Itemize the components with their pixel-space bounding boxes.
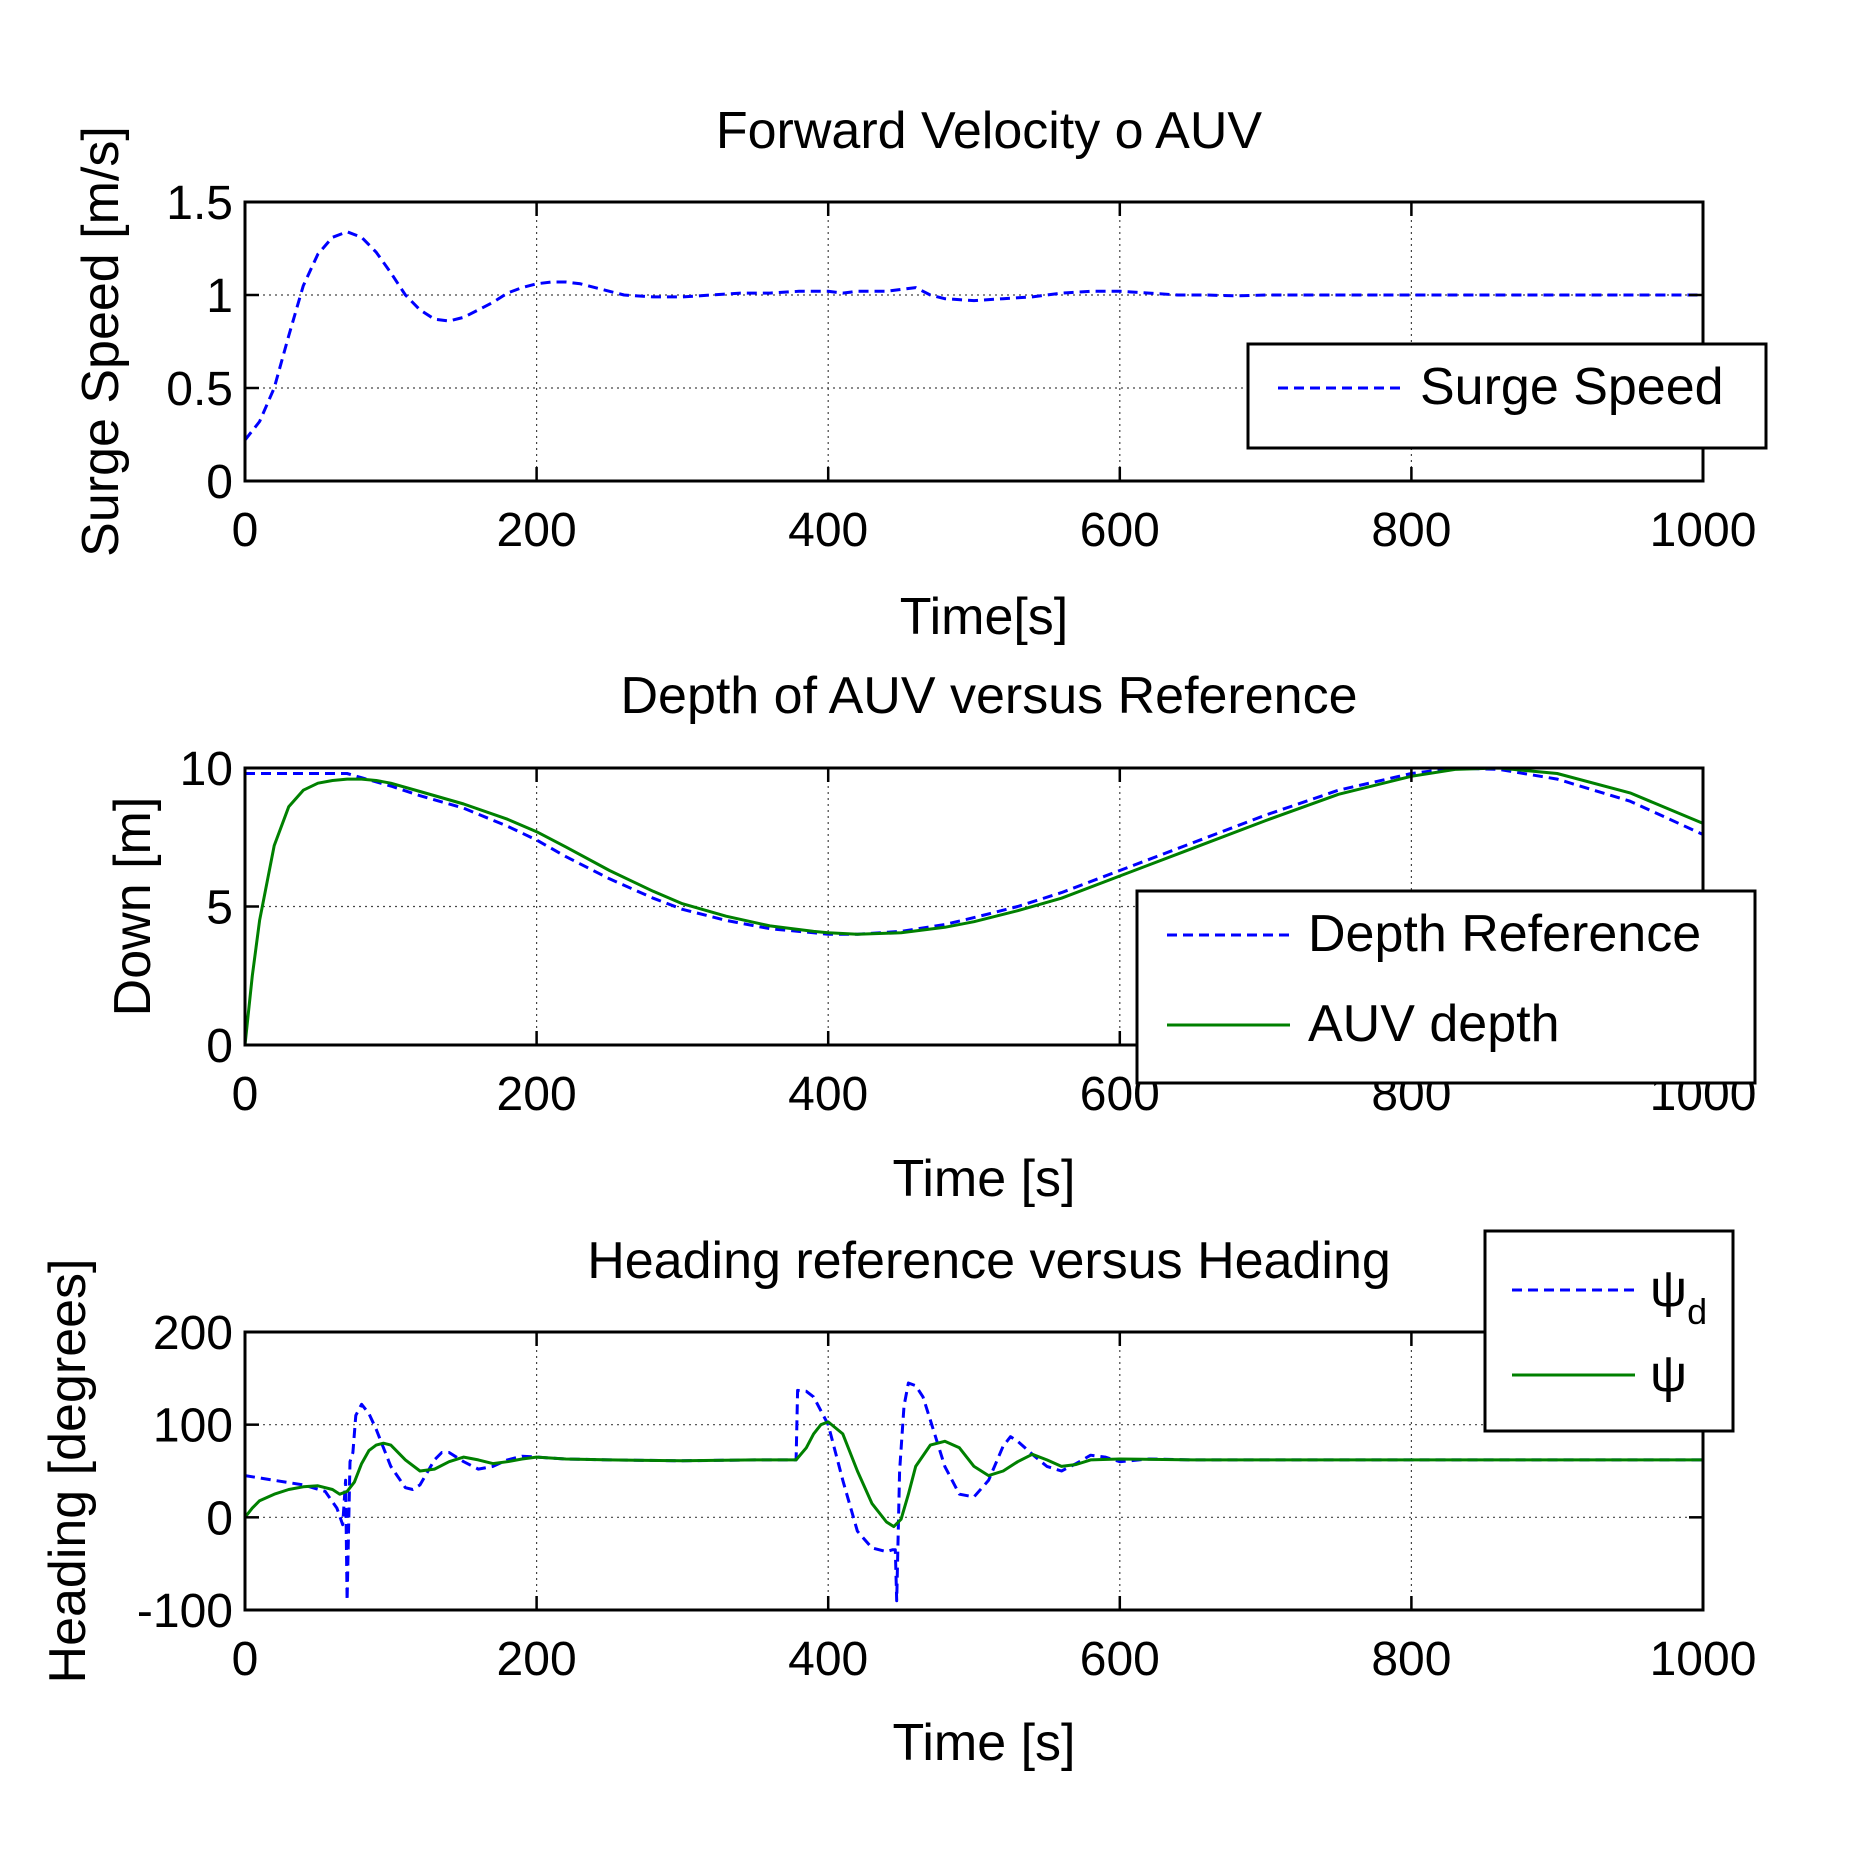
x-tick-label: 0: [232, 504, 259, 557]
y-tick-label: 10: [180, 743, 233, 796]
legend: Surge Speed: [1246, 342, 1768, 450]
y-tick-label: 5: [206, 882, 233, 935]
y-tick-label: 0: [206, 456, 233, 509]
legend-label-2: ψ: [1650, 1345, 1687, 1403]
chart-title: Forward Velocity o AUV: [716, 102, 1263, 160]
y-axis-label: Down [m]: [104, 797, 162, 1017]
x-tick-label: 200: [497, 1068, 577, 1121]
axes-box: [243, 200, 1705, 483]
legend-label-1: ψd: [1650, 1260, 1707, 1332]
x-tick-label: 400: [788, 1068, 868, 1121]
x-axis-label: Time[s]: [900, 588, 1069, 646]
y-axis-label: Heading [degrees]: [39, 1259, 97, 1684]
x-axis-label: Time [s]: [893, 1714, 1076, 1772]
y-tick-label: -100: [137, 1585, 233, 1638]
x-tick-label: 1000: [1650, 1633, 1757, 1686]
axes-box: [243, 1330, 1705, 1612]
x-tick-label: 600: [1080, 1633, 1160, 1686]
y-tick-label: 200: [153, 1307, 233, 1360]
series-line-1: [243, 230, 1703, 442]
y-tick-label: 1: [206, 270, 233, 323]
legend-label-2: AUV depth: [1308, 995, 1560, 1053]
x-tick-label: 400: [788, 1633, 868, 1686]
x-tick-label: 200: [497, 1633, 577, 1686]
x-tick-label: 600: [1080, 504, 1160, 557]
y-tick-label: 0: [206, 1492, 233, 1545]
y-tick-label: 0: [206, 1020, 233, 1073]
y-tick-label: 100: [153, 1400, 233, 1453]
plot-area: [245, 1332, 1703, 1610]
legend-label-main: ψ: [1650, 1345, 1687, 1403]
legend-box: [1135, 889, 1757, 1085]
legend-label-1: Depth Reference: [1308, 905, 1701, 963]
series-line-2: [243, 766, 1704, 1046]
series-line-1: [244, 1381, 1703, 1603]
y-tick-label: 0.5: [166, 363, 233, 416]
series-line-2: [243, 1420, 1703, 1529]
legend-label-main: ψ: [1650, 1260, 1687, 1318]
legend: Depth Reference AUV depth: [1135, 889, 1757, 1085]
legend-box: [1483, 1229, 1735, 1433]
legend-box: [1246, 342, 1768, 450]
chart-title: Depth of AUV versus Reference: [620, 667, 1357, 725]
x-tick-label: 0: [232, 1068, 259, 1121]
y-tick-label: 1.5: [166, 177, 233, 230]
x-tick-label: 0: [232, 1633, 259, 1686]
chart-title: Heading reference versus Heading: [587, 1232, 1391, 1290]
subplot-1: 0 200 400 600 800 1000 0 0.5 1 1.5 Forward Velocit…: [72, 102, 1768, 646]
x-tick-label: 800: [1371, 1633, 1451, 1686]
legend-label-subscript: d: [1687, 1291, 1707, 1332]
x-tick-label: 400: [788, 504, 868, 557]
x-tick-label: 1000: [1650, 504, 1757, 557]
legend: ψdψ: [1483, 1229, 1735, 1433]
x-tick-label: 200: [497, 504, 577, 557]
x-axis-label: Time [s]: [893, 1150, 1076, 1208]
legend-label-1: Surge Speed: [1420, 358, 1724, 416]
y-axis-label: Surge Speed [m/s]: [72, 126, 130, 557]
x-tick-label: 800: [1371, 504, 1451, 557]
